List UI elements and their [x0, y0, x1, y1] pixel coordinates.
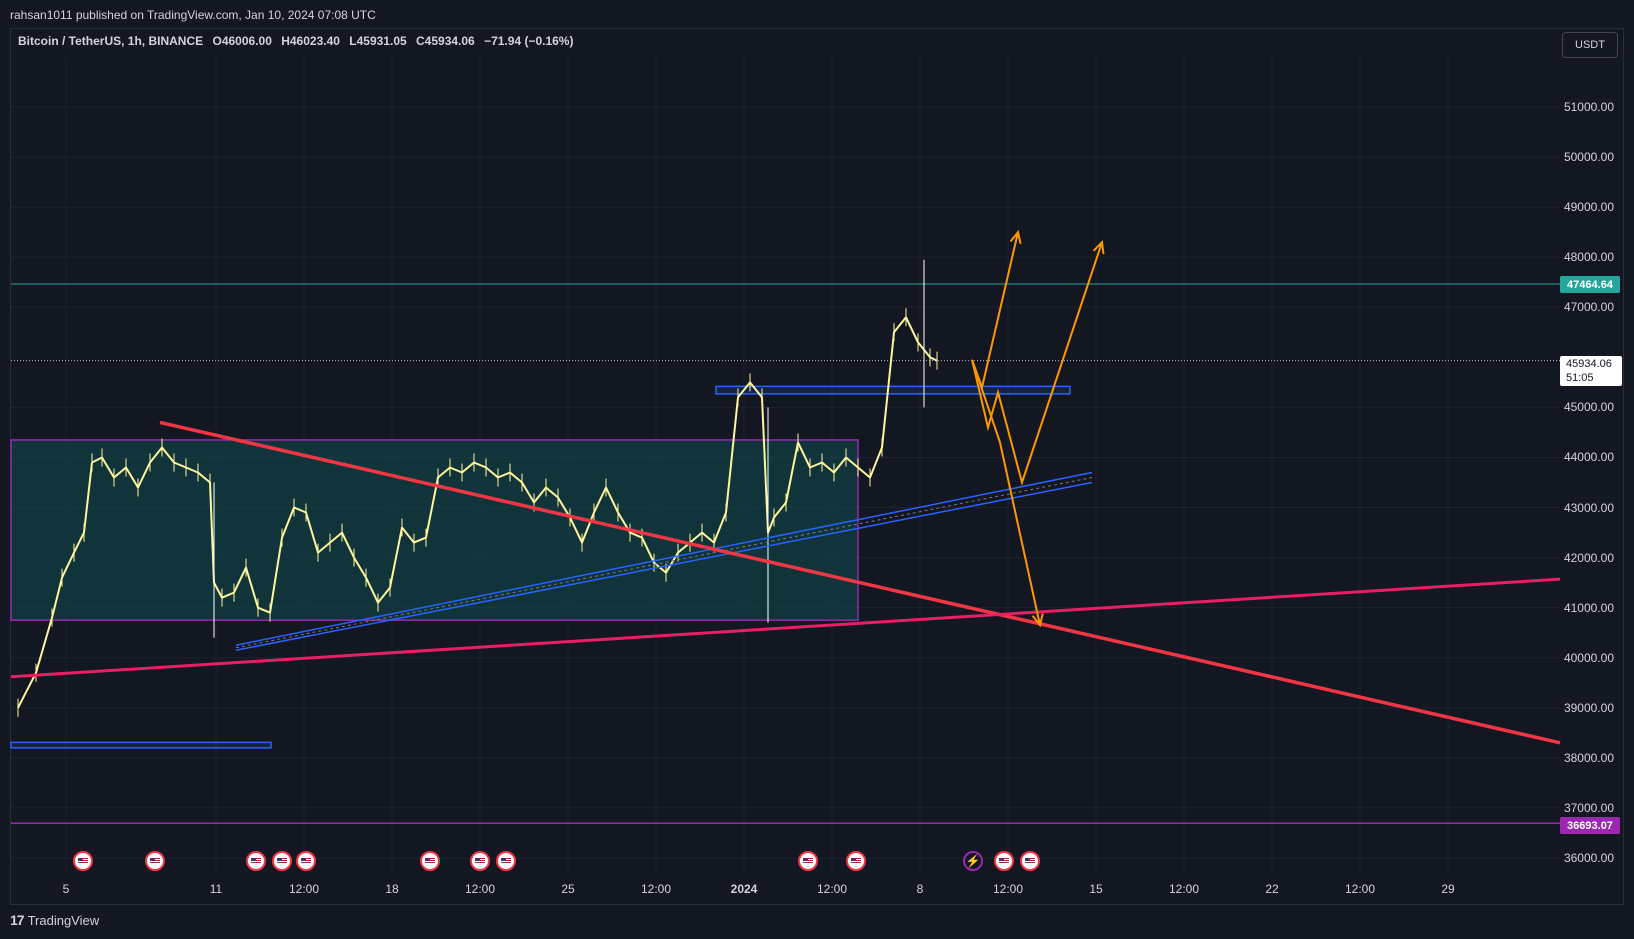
price-axis-label: 37000.00	[1563, 800, 1614, 815]
bearish-projection-arrow-head	[1031, 613, 1044, 628]
us-flag-event-icon[interactable]	[73, 851, 93, 871]
us-flag-event-icon[interactable]	[272, 851, 292, 871]
us-flag-event-icon[interactable]	[470, 851, 490, 871]
ohlc-close: C45934.06	[416, 34, 475, 48]
retest-projection-arrow[interactable]	[971, 241, 1103, 486]
price-axis-label: 44000.00	[1563, 450, 1614, 465]
time-axis-label: 15	[1089, 882, 1103, 896]
bullish-projection-arrow[interactable]	[971, 231, 1019, 391]
time-axis-label: 12:00	[640, 882, 672, 896]
us-flag-event-icon[interactable]	[496, 851, 516, 871]
price-axis-label: 41000.00	[1563, 600, 1614, 615]
supply-zone[interactable]	[715, 385, 1071, 395]
ohlc-open: O46006.00	[212, 34, 272, 48]
bearish-projection-arrow[interactable]	[971, 359, 1041, 626]
price-axis-label: 51000.00	[1563, 100, 1614, 114]
us-flag-event-icon[interactable]	[246, 851, 266, 871]
top-strip: rahsan1011 published on TradingView.com,…	[0, 0, 1634, 28]
time-axis-label: 12:00	[1344, 882, 1376, 896]
lightning-event-icon[interactable]: ⚡	[963, 851, 983, 871]
price-axis-label: 49000.00	[1563, 200, 1614, 215]
channel-lower-line[interactable]	[235, 481, 1093, 651]
time-axis-label: 12:00	[1168, 882, 1200, 896]
time-axis-label: 25	[561, 882, 575, 896]
currency-button[interactable]: USDT	[1562, 32, 1618, 58]
us-flag-event-icon[interactable]	[994, 851, 1014, 871]
symbol-name: Bitcoin / TetherUS, 1h, BINANCE	[18, 34, 204, 48]
price-axis-label: 43000.00	[1563, 500, 1614, 515]
price-change: −71.94 (−0.16%)	[484, 34, 574, 48]
time-axis-label: 29	[1441, 882, 1455, 896]
time-axis-label: 8	[916, 882, 924, 896]
price-axis-label: 42000.00	[1563, 550, 1614, 565]
time-axis-label: 2024	[730, 882, 758, 896]
tradingview-brand: TradingView	[27, 912, 100, 928]
time-axis-label: 12:00	[464, 882, 496, 896]
us-flag-event-icon[interactable]	[846, 851, 866, 871]
retest-projection-arrow-head	[1092, 239, 1105, 255]
channel-mid-line	[235, 477, 1093, 649]
price-axis-label: 50000.00	[1563, 150, 1614, 165]
current-price: 45934.06	[1566, 358, 1612, 370]
us-flag-event-icon[interactable]	[1020, 851, 1040, 871]
price-axis-label: 47000.00	[1563, 300, 1614, 315]
price-axis-label: 40000.00	[1563, 650, 1614, 665]
tradingview-logo-icon: 17	[10, 912, 25, 928]
us-flag-event-icon[interactable]	[145, 851, 165, 871]
support-price-tag: 36693.07	[1560, 817, 1620, 834]
publisher-info: rahsan1011 published on TradingView.com,…	[10, 8, 376, 22]
price-axis-label: 48000.00	[1563, 250, 1614, 265]
time-axis-label: 5	[62, 882, 70, 896]
time-axis-label: 12:00	[288, 882, 320, 896]
time-axis-label: 12:00	[816, 882, 848, 896]
current-price-tag: 45934.06 51:05	[1560, 356, 1622, 386]
ascending-trendline[interactable]	[10, 577, 1561, 679]
time-axis-label: 12:00	[992, 882, 1024, 896]
channel-upper-line[interactable]	[235, 471, 1093, 646]
price-series	[17, 316, 938, 709]
time-axis-label: 22	[1265, 882, 1279, 896]
time-axis-label: 18	[385, 882, 399, 896]
us-flag-event-icon[interactable]	[420, 851, 440, 871]
price-axis-label: 38000.00	[1563, 750, 1614, 765]
price-axis-label: 45000.00	[1563, 400, 1614, 415]
demand-zone[interactable]	[10, 741, 272, 749]
range-box[interactable]	[10, 439, 859, 621]
time-axis-label: 11	[209, 882, 223, 896]
price-axis-label: 39000.00	[1563, 700, 1614, 715]
us-flag-event-icon[interactable]	[296, 851, 316, 871]
resistance-price-tag: 47464.64	[1560, 276, 1620, 293]
bullish-projection-arrow-head	[1009, 229, 1022, 245]
descending-trendline[interactable]	[159, 420, 1561, 745]
bar-countdown: 51:05	[1566, 372, 1594, 384]
price-axis-label: 36000.00	[1563, 851, 1614, 865]
us-flag-event-icon[interactable]	[798, 851, 818, 871]
symbol-legend: Bitcoin / TetherUS, 1h, BINANCE O46006.0…	[18, 34, 579, 48]
ohlc-high: H46023.40	[281, 34, 340, 48]
footer: 17 TradingView	[10, 912, 99, 928]
ohlc-low: L45931.05	[349, 34, 407, 48]
